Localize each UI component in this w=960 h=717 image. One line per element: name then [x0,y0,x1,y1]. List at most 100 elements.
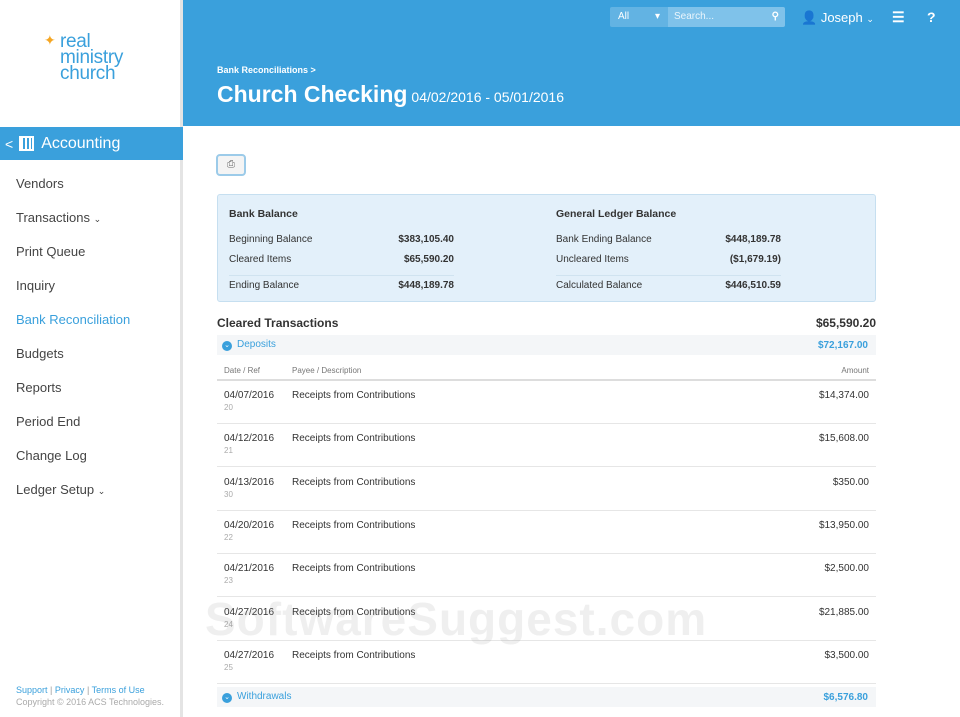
group-label: Deposits [237,339,276,350]
payee: Receipts from Contributions [292,390,416,401]
balance-row: Ending Balance $448,189.78 [229,275,454,296]
deposits-group[interactable]: ⌄ Deposits $72,167.00 [217,335,876,355]
chevron-left-icon[interactable]: < [5,135,14,152]
sidebar-item-budgets[interactable]: Budgets [16,346,64,361]
help-icon[interactable]: ? [927,9,936,25]
ref: 24 [224,619,233,629]
payee: Receipts from Contributions [292,606,416,618]
amount: $3,500.00 [824,649,870,661]
chevron-down-icon: ⌄ [866,14,874,24]
balance-row: Calculated Balance $446,510.59 [556,275,781,296]
label: Beginning Balance [229,234,313,245]
account-name: Church Checking [217,81,408,107]
footer: Support | Privacy | Terms of Use Copyrig… [16,685,165,707]
value: ($1,679.19) [729,254,781,265]
date: 04/07/2016 [224,390,275,401]
date: 04/21/2016 [224,563,275,575]
section-title: Cleared Transactions [217,316,339,330]
sidebar-item-label: Bank Reconciliation [16,312,131,327]
sidebar-item-print-queue[interactable]: Print Queue [16,244,85,259]
table-row[interactable]: 04/27/2016 24 Receipts from Contributions $… [217,598,876,641]
table-row[interactable]: 04/12/2016 21 Receipts from Contributions $… [217,424,876,468]
list-icon[interactable]: ☰ [892,9,905,25]
sidebar-item-label: Change Log [16,448,87,463]
col-payee: Payee / Description [292,366,362,375]
caret-down-icon: ▾ [654,11,660,22]
watermark: SoftwareSuggest.com [205,592,707,646]
user-menu[interactable]: 👤 Joseph ⌄ [801,10,874,26]
logo-text: real [60,31,91,52]
bank-balance-title: Bank Balance [229,208,298,220]
value: $65,590.20 [403,254,454,265]
date: 04/27/2016 [224,649,275,661]
payee: Receipts from Contributions [292,476,416,488]
chevron-down-circle-icon: ⌄ [222,693,232,703]
sidebar-item-bank-reconciliation[interactable]: Bank Reconciliation [16,312,130,327]
copyright: Copyright © 2016 ACS Technologies. [16,697,165,707]
table-row[interactable]: 04/27/2016 25 Receipts from Contributions $… [217,641,876,684]
terms-link[interactable]: Terms of Use [91,685,145,695]
ref: 25 [224,662,233,672]
breadcrumb[interactable]: Bank Reconciliations > [217,65,316,75]
balance-row: Cleared Items $65,590.20 [229,250,454,270]
sidebar-item-change-log[interactable]: Change Log [16,448,87,463]
sidebar-item-reports[interactable]: Reports [16,380,62,395]
support-link[interactable]: Support [16,685,48,695]
calculator-icon [19,136,35,151]
header: All ▾ Search... ⚲ 👤 Joseph ⌄ ☰ ? Bank Reco… [183,0,960,126]
sidebar-item-label: Ledger Setup [16,482,95,497]
sidebar-item-transactions[interactable]: Transactions ⌄ [16,210,101,225]
date: 04/13/2016 [224,476,275,488]
sidebar-item-label: Print Queue [16,244,86,259]
ref: 30 [224,489,233,499]
search-bar: All ▾ Search... ⚲ [610,7,785,27]
withdrawals-group[interactable]: ⌄ Withdrawals $6,576.80 [217,687,876,707]
col-date: Date / Ref [224,366,261,375]
print-button[interactable]: ⎙ [216,154,246,176]
balance-row: Bank Ending Balance $448,189.78 [556,230,781,250]
label: Uncleared Items [556,254,629,265]
user-name: Joseph [820,10,863,25]
table-row[interactable]: 04/13/2016 30 Receipts from Contributions $… [217,468,876,511]
sidebar-item-vendors[interactable]: Vendors [16,176,64,191]
privacy-link[interactable]: Privacy [54,685,85,695]
table-row[interactable]: 04/21/2016 23 Receipts from Contributions $… [217,554,876,598]
section-total: $65,590.20 [815,316,876,330]
sidebar-item-label: Transactions [16,210,90,225]
sidebar-item-label: Budgets [16,346,64,361]
group-label: Withdrawals [237,691,292,702]
logo-text: church [60,63,116,84]
value: $448,189.78 [398,280,454,291]
ref: 22 [224,532,233,542]
accounting-section-header[interactable]: < Accounting [0,127,183,160]
ref: 23 [224,576,233,586]
search-scope-select[interactable]: All ▾ [610,7,668,27]
amount: $15,608.00 [818,433,869,445]
logo[interactable]: ✦ real ministry church [44,31,123,84]
date: 04/20/2016 [224,519,275,531]
search-icon[interactable]: ⚲ [771,11,779,22]
search-input[interactable]: Search... ⚲ [668,7,785,27]
table-row[interactable]: 04/07/2016 20 Receipts from Contributions $… [217,381,876,424]
ledger-balance-title: General Ledger Balance [556,208,677,220]
sidebar-item-period-end[interactable]: Period End [16,414,80,429]
ref: 20 [224,403,233,412]
label: Calculated Balance [556,280,643,291]
table-row[interactable]: 04/20/2016 22 Receipts from Contributions $… [217,511,876,554]
user-icon: 👤 [801,10,818,25]
value: $448,189.78 [725,234,781,245]
sidebar-item-inquiry[interactable]: Inquiry [16,278,55,293]
sidebar-item-ledger-setup[interactable]: Ledger Setup ⌄ [16,482,105,497]
balance-row: Uncleared Items ($1,679.19) [556,250,781,270]
value: $383,105.40 [398,234,454,245]
sidebar-item-label: Reports [16,380,62,395]
watermark-text: SoftwareSuggest.com [205,593,708,645]
payee: Receipts from Contributions [292,563,416,575]
amount: $13,950.00 [818,519,869,531]
chevron-down-icon: ⌄ [97,486,106,496]
bank-balance: Bank Balance Beginning Balance $383,105.4… [229,195,454,296]
scope-value: All [618,11,630,22]
balance-summary: Bank Balance Beginning Balance $383,105.4… [217,194,876,302]
date-range: 04/02/2016 - 05/01/2016 [411,89,564,105]
cleared-transactions-header: Cleared Transactions $65,590.20 [217,316,876,330]
